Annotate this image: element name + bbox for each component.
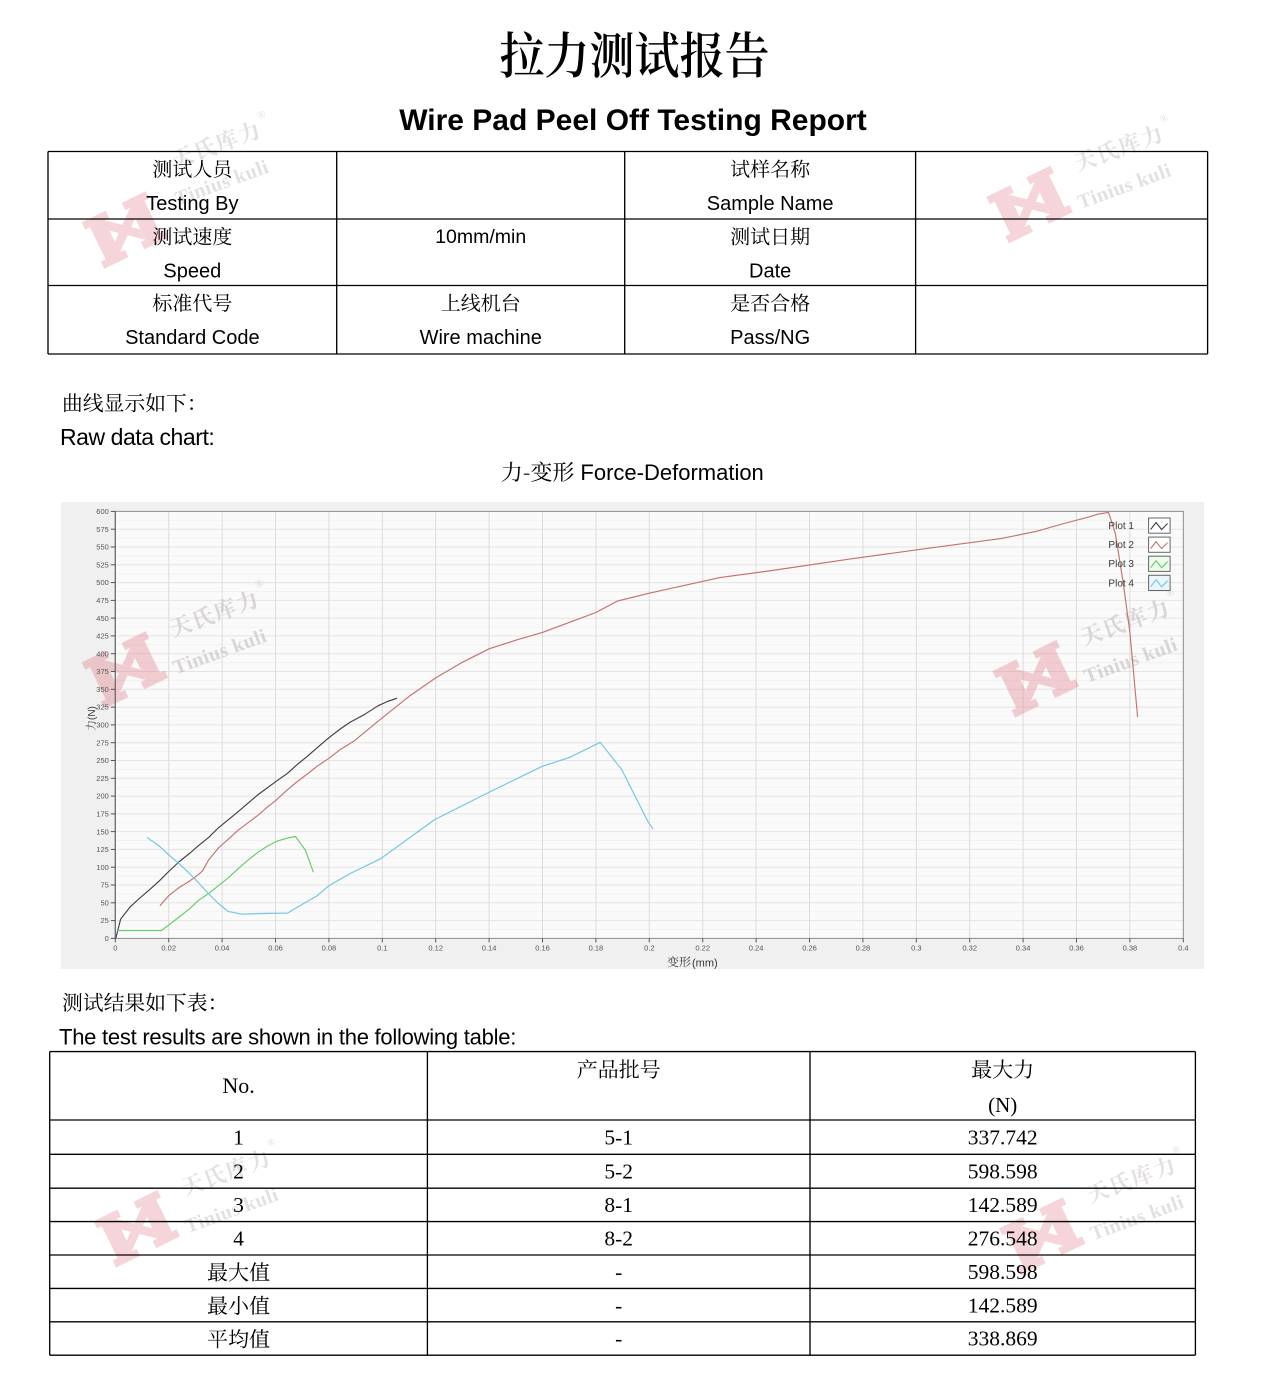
svg-text:Sample Name: Sample Name	[707, 193, 834, 215]
svg-text:5-2: 5-2	[604, 1159, 633, 1183]
svg-text:Force-Deformation: Force-Deformation	[580, 460, 763, 485]
svg-text:Date: Date	[749, 260, 791, 282]
svg-text:0.34: 0.34	[1016, 944, 1031, 953]
svg-text:142.589: 142.589	[968, 1193, 1038, 1217]
svg-text:No.: No.	[222, 1073, 254, 1098]
svg-text:500: 500	[96, 578, 109, 587]
svg-text:®: ®	[1164, 586, 1176, 600]
svg-text:598.598: 598.598	[968, 1159, 1038, 1183]
svg-text:0.12: 0.12	[428, 944, 443, 953]
svg-text:®: ®	[1158, 112, 1170, 126]
svg-text:598.598: 598.598	[968, 1260, 1038, 1284]
svg-text:10mm/min: 10mm/min	[435, 226, 526, 248]
svg-text:550: 550	[96, 543, 109, 552]
svg-text:Testing By: Testing By	[146, 193, 238, 215]
svg-text:0.22: 0.22	[695, 944, 710, 953]
svg-text:125: 125	[96, 845, 109, 854]
svg-text:0.16: 0.16	[535, 944, 550, 953]
svg-text:0.28: 0.28	[856, 944, 871, 953]
svg-text:(N): (N)	[87, 706, 98, 720]
svg-text:4: 4	[233, 1227, 244, 1251]
svg-text:-: -	[615, 1260, 622, 1284]
svg-text:®: ®	[253, 577, 265, 591]
svg-text:Speed: Speed	[163, 260, 221, 282]
svg-text:5-1: 5-1	[604, 1125, 633, 1149]
svg-text:®: ®	[255, 108, 267, 122]
svg-text:0.24: 0.24	[749, 944, 764, 953]
svg-text:475: 475	[96, 596, 109, 605]
svg-text:325: 325	[96, 703, 109, 712]
svg-text:525: 525	[96, 560, 109, 569]
svg-text:®: ®	[1171, 1143, 1183, 1157]
svg-text:Wire Pad Peel Off Testing Repo: Wire Pad Peel Off Testing Report	[399, 104, 867, 137]
svg-text:250: 250	[96, 756, 109, 765]
svg-text:Plot 4: Plot 4	[1108, 578, 1134, 589]
svg-text:Raw data chart:: Raw data chart:	[60, 424, 214, 450]
svg-text:0.2: 0.2	[644, 944, 654, 953]
svg-text:Plot 3: Plot 3	[1108, 559, 1134, 570]
svg-text:338.869: 338.869	[968, 1327, 1038, 1351]
svg-text:575: 575	[96, 525, 109, 534]
svg-text:0.36: 0.36	[1069, 944, 1084, 953]
svg-text:0.38: 0.38	[1123, 944, 1138, 953]
svg-text:276.548: 276.548	[968, 1227, 1038, 1251]
svg-text:0: 0	[105, 934, 109, 943]
svg-text:175: 175	[96, 809, 109, 818]
svg-text:0: 0	[113, 944, 117, 953]
svg-text:275: 275	[96, 738, 109, 747]
svg-text:0.26: 0.26	[802, 944, 817, 953]
svg-text:375: 375	[96, 667, 109, 676]
svg-text:-: -	[615, 1327, 622, 1351]
svg-text:0.18: 0.18	[589, 944, 604, 953]
svg-text:®: ®	[265, 1136, 277, 1150]
svg-text:1: 1	[233, 1125, 244, 1149]
svg-text:0.4: 0.4	[1178, 944, 1188, 953]
svg-text:Plot 1: Plot 1	[1108, 521, 1134, 532]
svg-text:8-2: 8-2	[604, 1227, 633, 1251]
svg-text:350: 350	[96, 685, 109, 694]
svg-text:Plot 2: Plot 2	[1108, 540, 1134, 551]
svg-text:200: 200	[96, 792, 109, 801]
svg-text:400: 400	[96, 649, 109, 658]
svg-text:3: 3	[233, 1193, 244, 1217]
svg-text:0.02: 0.02	[161, 944, 176, 953]
svg-text:8-1: 8-1	[604, 1193, 633, 1217]
svg-text:600: 600	[96, 507, 109, 516]
svg-text:50: 50	[100, 898, 108, 907]
svg-text:75: 75	[100, 881, 108, 890]
svg-text:300: 300	[96, 721, 109, 730]
svg-text:150: 150	[96, 827, 109, 836]
svg-text:0.06: 0.06	[268, 944, 283, 953]
svg-text:0.1: 0.1	[377, 944, 387, 953]
svg-text:(mm): (mm)	[692, 957, 718, 969]
svg-text:337.742: 337.742	[968, 1125, 1038, 1149]
svg-text:450: 450	[96, 614, 109, 623]
svg-text:Standard Code: Standard Code	[125, 327, 260, 349]
svg-text:25: 25	[100, 916, 108, 925]
svg-text:0.3: 0.3	[911, 944, 921, 953]
svg-text:0.32: 0.32	[962, 944, 977, 953]
svg-text:Pass/NG: Pass/NG	[730, 327, 810, 349]
svg-text:The test results are shown in: The test results are shown in the follow…	[59, 1025, 516, 1050]
svg-text:425: 425	[96, 632, 109, 641]
svg-text:100: 100	[96, 863, 109, 872]
svg-text:-: -	[615, 1293, 622, 1317]
svg-text:0.14: 0.14	[482, 944, 497, 953]
svg-text:225: 225	[96, 774, 109, 783]
svg-text:Wire machine: Wire machine	[420, 327, 542, 349]
svg-text:0.04: 0.04	[215, 944, 230, 953]
svg-text:2: 2	[233, 1159, 244, 1183]
svg-text:142.589: 142.589	[968, 1293, 1038, 1317]
svg-text:(N): (N)	[988, 1093, 1017, 1117]
svg-text:0.08: 0.08	[322, 944, 337, 953]
